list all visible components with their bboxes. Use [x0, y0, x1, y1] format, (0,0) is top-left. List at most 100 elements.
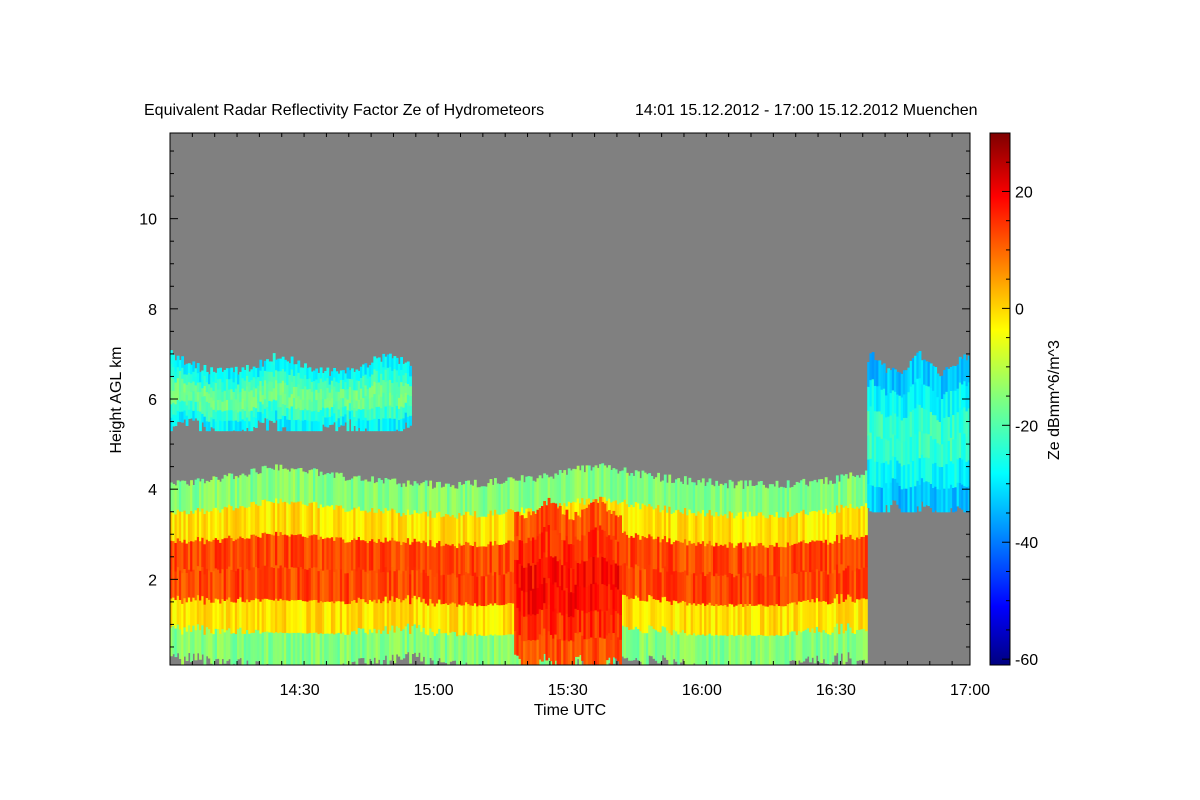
echo-cell — [364, 601, 368, 633]
echo-cell — [214, 382, 218, 393]
echo-cell — [266, 630, 269, 665]
echo-cell — [529, 515, 533, 541]
echo-cell — [315, 632, 319, 665]
echo-cell — [230, 505, 234, 539]
echo-cell — [672, 512, 676, 543]
echo-cell — [498, 604, 502, 636]
echo-cell — [310, 391, 314, 402]
echo-cell — [596, 529, 600, 558]
echo-cell — [518, 480, 522, 512]
echo-cell — [395, 625, 399, 655]
echo-cell — [228, 399, 231, 411]
echo-cell — [364, 479, 368, 511]
echo-cell — [920, 360, 924, 385]
echo-cell — [377, 478, 381, 509]
echo-cell — [923, 384, 926, 410]
echo-cell — [628, 598, 631, 630]
echo-cell — [755, 635, 759, 665]
echo-cell — [183, 373, 187, 384]
echo-cell — [581, 534, 584, 561]
echo-cell — [793, 601, 797, 632]
echo-cell — [386, 602, 390, 635]
echo-cell — [717, 485, 721, 517]
echo-cell — [514, 512, 517, 537]
echo-cell — [782, 605, 786, 636]
echo-cell — [181, 633, 184, 665]
echo-cell — [876, 410, 879, 437]
echo-cell — [364, 510, 368, 542]
echo-cell — [587, 611, 591, 639]
echo-cell — [576, 515, 580, 540]
echo-cell — [380, 373, 383, 386]
echo-cell — [248, 601, 252, 634]
echo-cell — [581, 610, 584, 636]
echo-cell — [469, 514, 473, 546]
echo-cell — [590, 502, 593, 531]
echo-cell — [382, 353, 386, 368]
echo-cell — [301, 399, 305, 411]
echo-cell — [353, 380, 357, 391]
echo-cell — [923, 432, 926, 458]
echo-cell — [192, 569, 196, 598]
echo-cell — [822, 629, 826, 660]
echo-cell — [440, 545, 444, 576]
echo-cell — [268, 371, 272, 382]
echo-cell — [422, 482, 426, 512]
echo-cell — [290, 501, 294, 535]
echo-cell — [404, 392, 408, 403]
echo-cell — [431, 545, 435, 575]
echo-cell — [545, 556, 549, 584]
echo-cell — [261, 403, 265, 414]
echo-cell — [502, 634, 506, 665]
echo-cell — [196, 594, 200, 625]
echo-cell — [382, 630, 386, 660]
echo-cell — [965, 486, 969, 513]
echo-cell — [932, 414, 935, 440]
echo-cell — [583, 472, 587, 505]
echo-cell — [462, 634, 466, 665]
echo-cell — [570, 615, 573, 641]
echo-cell — [400, 573, 403, 603]
echo-cell — [590, 636, 593, 665]
echo-cell — [404, 514, 408, 543]
echo-cell — [404, 372, 408, 383]
echo-cell — [295, 386, 298, 398]
echo-cell — [319, 536, 323, 569]
echo-cell — [583, 560, 587, 588]
echo-cell — [415, 569, 419, 600]
echo-cell — [257, 567, 260, 600]
echo-cell — [411, 569, 415, 599]
echo-cell — [485, 516, 488, 547]
echo-cell — [666, 482, 669, 513]
echo-cell — [263, 370, 267, 381]
echo-cell — [319, 471, 323, 505]
echo-cell — [648, 594, 652, 626]
echo-cell — [400, 393, 403, 407]
echo-cell — [243, 601, 247, 634]
echo-cell — [194, 409, 198, 419]
echo-cell — [364, 363, 368, 375]
echo-cell — [710, 544, 714, 576]
echo-cell — [328, 633, 332, 665]
echo-cell — [261, 598, 265, 633]
echo-cell — [621, 594, 625, 626]
echo-cell — [686, 634, 690, 665]
echo-cell — [199, 629, 202, 660]
echo-cell — [248, 391, 252, 402]
echo-cell — [310, 410, 314, 422]
echo-cell — [746, 515, 750, 547]
echo-cell — [281, 567, 285, 601]
echo-cell — [321, 373, 325, 383]
echo-cell — [252, 406, 256, 418]
echo-cell — [348, 634, 352, 665]
echo-cell — [275, 464, 278, 499]
echo-cell — [697, 480, 701, 512]
echo-cell — [259, 411, 263, 423]
echo-cell — [415, 483, 419, 513]
echo-cell — [896, 415, 900, 439]
echo-cell — [885, 372, 888, 396]
echo-cell — [196, 372, 200, 383]
echo-cell — [190, 391, 193, 401]
echo-cell — [330, 380, 334, 390]
echo-cell — [388, 629, 392, 661]
